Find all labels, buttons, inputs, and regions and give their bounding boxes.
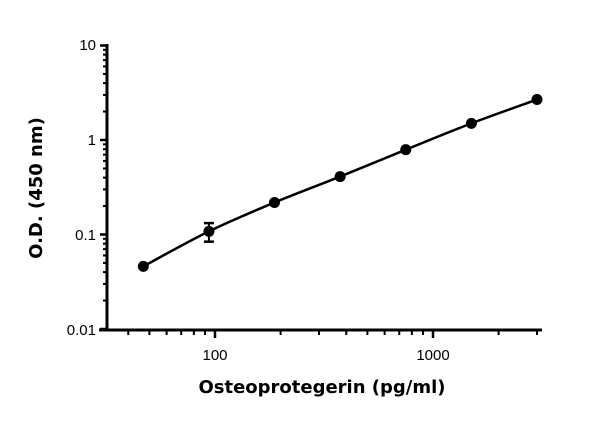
x-tick-label: 100: [202, 347, 227, 364]
fit-curve: [142, 98, 538, 268]
y-tick-label: 0.01: [67, 322, 96, 339]
y-tick-label: 1: [88, 132, 96, 149]
x-axis-title: Osteoprotegerin (pg/ml): [198, 377, 445, 398]
data-point: [531, 94, 543, 106]
y-axis-title: O.D. (450 nm): [26, 117, 47, 259]
data-points: [137, 94, 543, 272]
data-point: [465, 117, 477, 129]
data-point: [203, 225, 215, 237]
minor-ticks: [103, 48, 539, 335]
data-point: [269, 197, 281, 209]
data-point: [334, 171, 346, 183]
y-tick-label: 0.1: [75, 227, 96, 244]
data-point: [137, 260, 149, 272]
y-tick-label: 10: [79, 37, 96, 54]
data-point: [400, 144, 412, 156]
major-ticks: [100, 44, 435, 338]
x-tick-label: 1000: [416, 347, 449, 364]
